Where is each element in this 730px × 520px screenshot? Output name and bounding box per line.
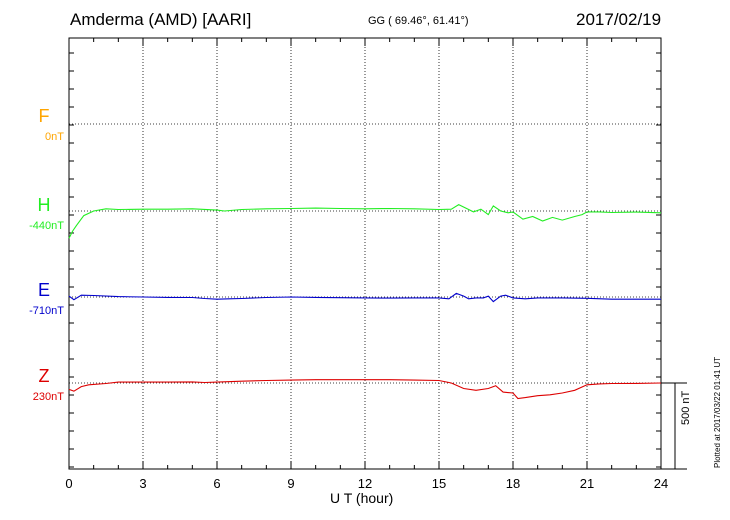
x-tick-label: 0 [65, 476, 72, 491]
series-name-h: H [38, 195, 51, 215]
x-tick-label: 15 [432, 476, 446, 491]
x-axis-label: U T (hour) [330, 490, 394, 506]
coordinates-label: GG ( 69.46°, 61.41°) [368, 15, 469, 27]
x-tick-label: 6 [213, 476, 220, 491]
series-line-z [68, 379, 662, 400]
series-offset-z: 230nT [33, 391, 64, 403]
series-offset-e: -710nT [29, 305, 64, 317]
x-tick-label: 24 [654, 476, 668, 491]
series-line-e [68, 292, 661, 303]
plotted-note: Plotted at 2017/03/22 01:41 UT [713, 356, 722, 468]
x-tick-label: 9 [287, 476, 294, 491]
station-title: Amderma (AMD) [AARI] [70, 10, 252, 29]
series-name-f: F [39, 106, 50, 126]
x-tick-label: 12 [358, 476, 372, 491]
scale-bar-label: 500 nT [680, 390, 692, 425]
date-label: 2017/02/19 [576, 10, 662, 29]
series-offset-h: -440nT [29, 220, 64, 232]
series-name-z: Z [39, 366, 50, 386]
x-tick-label: 21 [580, 476, 594, 491]
series-offset-f: 0nT [45, 131, 64, 143]
x-tick-label: 18 [506, 476, 520, 491]
x-tick-label: 3 [139, 476, 146, 491]
series-name-e: E [38, 280, 50, 300]
series-line-h [68, 203, 662, 239]
